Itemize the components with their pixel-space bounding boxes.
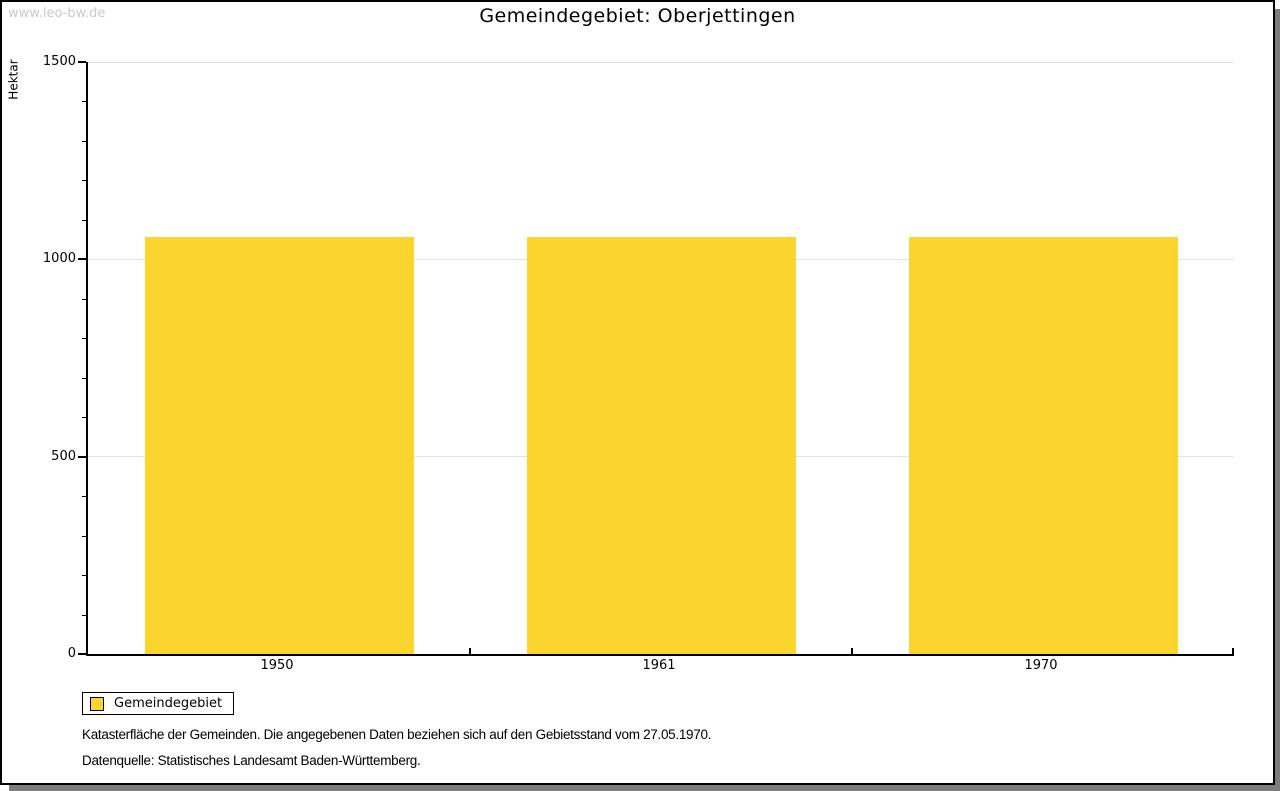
bar-1970 xyxy=(908,237,1178,654)
y-minor-tick-1100 xyxy=(82,219,86,221)
y-minor-tick-400 xyxy=(82,496,86,498)
y-minor-tick-900 xyxy=(82,298,86,300)
legend-swatch xyxy=(90,697,104,711)
x-tick-label: 1970 xyxy=(1024,658,1058,673)
x-tick-label: 1950 xyxy=(260,658,294,673)
x-boundary-tick xyxy=(851,648,853,654)
bar-1961 xyxy=(526,237,796,654)
y-minor-tick-300 xyxy=(82,535,86,537)
chart-title: Gemeindegebiet: Oberjettingen xyxy=(479,5,796,27)
y-tick-label: 1000 xyxy=(42,251,76,267)
y-tick-0 xyxy=(78,653,86,655)
bar-1950 xyxy=(144,237,414,654)
y-tick-1000 xyxy=(78,258,86,261)
y-tick-label: 500 xyxy=(51,448,76,464)
y-minor-tick-800 xyxy=(82,338,86,340)
x-tick-label: 1961 xyxy=(642,658,676,673)
watermark: www.leo-bw.de xyxy=(8,6,106,21)
legend-label: Gemeindegebiet xyxy=(114,696,223,711)
x-axis-end-tick xyxy=(1232,648,1234,654)
footer-source: Datenquelle: Statistisches Landesamt Bad… xyxy=(82,753,421,768)
x-boundary-tick xyxy=(469,648,471,654)
y-tick-1500 xyxy=(78,61,86,63)
footer-note: Katasterfläche der Gemeinden. Die angege… xyxy=(82,727,712,742)
gridline-1500 xyxy=(88,61,1234,63)
y-minor-tick-1200 xyxy=(82,180,86,182)
y-tick-label: 1500 xyxy=(42,54,76,69)
y-minor-tick-1300 xyxy=(82,140,86,142)
y-minor-tick-200 xyxy=(82,575,86,577)
plot-area xyxy=(78,61,1234,656)
y-minor-tick-1400 xyxy=(82,101,86,103)
y-tick-500 xyxy=(78,455,86,458)
legend-box: Gemeindegebiet xyxy=(82,692,234,715)
y-tick-label: 0 xyxy=(67,646,76,661)
y-minor-tick-700 xyxy=(82,377,86,379)
y-minor-tick-600 xyxy=(82,417,86,419)
y-minor-tick-100 xyxy=(82,614,86,616)
